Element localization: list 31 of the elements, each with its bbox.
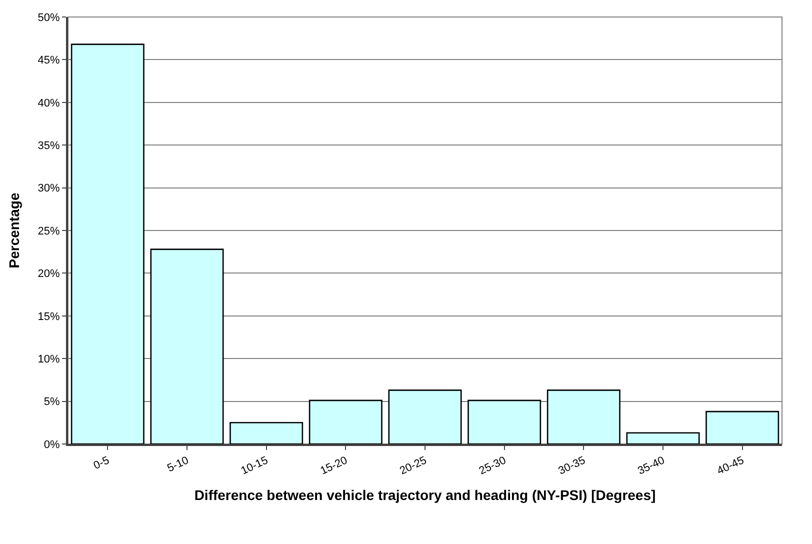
x-tick-label: 10-15 bbox=[239, 454, 270, 478]
y-tick-label: 30% bbox=[38, 182, 60, 195]
y-tick-label: 45% bbox=[38, 54, 60, 67]
y-tick-label: 25% bbox=[38, 225, 60, 238]
bar bbox=[626, 432, 700, 444]
bar bbox=[230, 422, 304, 444]
bar bbox=[706, 410, 780, 444]
y-tick-label: 40% bbox=[38, 97, 60, 110]
y-tick-label: 10% bbox=[38, 353, 60, 366]
x-tick-label: 20-25 bbox=[398, 454, 429, 478]
x-tick-label: 25-30 bbox=[477, 454, 508, 478]
bar bbox=[546, 390, 620, 444]
y-axis-title: Percentage bbox=[6, 192, 22, 268]
x-tick-label: 35-40 bbox=[636, 454, 667, 478]
x-tick-label: 40-45 bbox=[715, 454, 746, 478]
y-tick-label: 5% bbox=[44, 396, 60, 408]
y-tick-label: 20% bbox=[38, 268, 60, 280]
y-tick-label: 15% bbox=[38, 310, 60, 323]
x-tick-label: 15-20 bbox=[318, 454, 350, 478]
y-tick-label: 35% bbox=[38, 140, 60, 152]
bar bbox=[150, 248, 224, 444]
y-tick-label: 50% bbox=[38, 12, 60, 24]
x-axis-title: Difference between vehicle trajectory and heading (NY-PSI) [Degrees] bbox=[194, 487, 656, 504]
y-tick-label: 0% bbox=[44, 438, 60, 451]
x-tick-label: 30-35 bbox=[556, 454, 588, 478]
x-tick-label: 0-5 bbox=[92, 454, 112, 472]
x-tick-label: 5-10 bbox=[166, 454, 191, 475]
bar bbox=[468, 400, 542, 444]
bar bbox=[70, 44, 144, 444]
bar bbox=[308, 400, 382, 444]
bar bbox=[388, 390, 462, 444]
